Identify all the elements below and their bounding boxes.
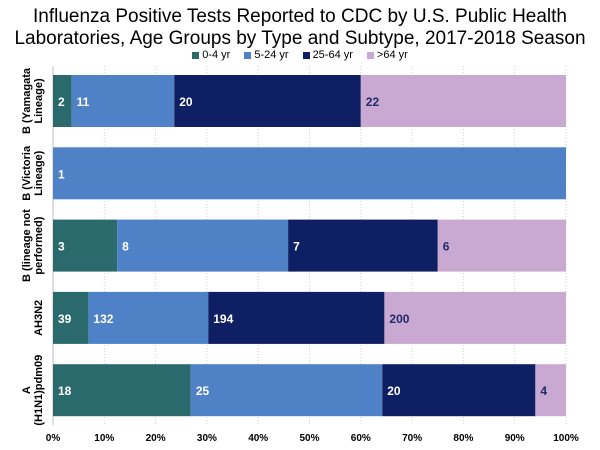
bar-segment: [117, 219, 289, 272]
y-category-label-line: B (lineage not: [21, 209, 33, 282]
legend-item: 25-64 yr: [302, 49, 353, 61]
bar-segment: [535, 364, 566, 417]
data-label: 18: [58, 384, 72, 398]
x-tick-label: 50%: [299, 433, 319, 444]
y-category-label-line: AH3N2: [33, 300, 45, 336]
bar-segment: [190, 364, 383, 417]
x-tick-label: 20%: [146, 433, 166, 444]
bar-segment: [53, 219, 118, 272]
data-label: 200: [389, 312, 409, 326]
y-category-label-line: Lineage): [33, 78, 45, 124]
y-category-label-line: B (Yamagata: [21, 67, 33, 134]
y-category-label-line: B (Victoria: [21, 145, 33, 201]
legend-item: 5-24 yr: [244, 49, 289, 61]
y-category-label-line: performed): [33, 216, 45, 274]
data-label: 22: [366, 95, 380, 109]
bar-segment: [288, 219, 438, 272]
legend-swatch: [192, 51, 200, 59]
legend-item: 0-4 yr: [192, 49, 230, 61]
data-label: 4: [540, 384, 547, 398]
x-tick-label: 70%: [402, 433, 422, 444]
legend-label: 25-64 yr: [312, 49, 353, 61]
bar-segment: [53, 291, 89, 344]
legend-label: >64 yr: [376, 49, 408, 61]
legend-swatch: [244, 51, 252, 59]
bar-segment: [53, 147, 566, 200]
data-label: 132: [93, 312, 113, 326]
x-tick-label: 10%: [94, 433, 114, 444]
chart-title-line1: Influenza Positive Tests Reported to CDC…: [32, 6, 567, 27]
y-category-label: B (VictoriaLineage): [21, 145, 45, 201]
y-category-label-line: Lineage): [33, 150, 45, 196]
data-label: 7: [293, 240, 300, 254]
x-tick-label: 0%: [46, 433, 61, 444]
data-label: 2: [58, 95, 65, 109]
y-category-label: A(H1N1)pdm09: [21, 355, 45, 426]
x-tick-label: 40%: [248, 433, 268, 444]
bar-segment: [360, 75, 566, 127]
legend: 0-4 yr 5-24 yr 25-64 yr >64 yr: [0, 49, 600, 61]
bar-segment: [384, 291, 566, 344]
data-label: 39: [58, 312, 72, 326]
x-tick-label: 30%: [197, 433, 217, 444]
bar-segment: [208, 291, 385, 344]
y-category-label-line: (H1N1)pdm09: [33, 355, 45, 426]
x-tick-label: 90%: [505, 433, 525, 444]
y-category-label: AH3N2: [33, 300, 45, 336]
y-category-label: B (lineage notperformed): [21, 209, 45, 282]
data-label: 25: [196, 384, 210, 398]
data-label: 6: [443, 240, 450, 254]
bar-segment: [174, 75, 361, 127]
data-label: 20: [387, 384, 401, 398]
chart-title-line2: Laboratories, Age Groups by Type and Sub…: [14, 28, 586, 49]
data-label: 194: [213, 312, 233, 326]
x-tick-label: 80%: [453, 433, 473, 444]
legend-swatch: [366, 51, 374, 59]
bar-segment: [71, 75, 175, 127]
bar-segment: [53, 364, 191, 417]
bar-segment: [88, 291, 209, 344]
data-label: 20: [179, 95, 193, 109]
data-label: 1: [58, 167, 65, 181]
legend-label: 0-4 yr: [202, 49, 231, 61]
y-category-label: B (YamagataLineage): [21, 67, 45, 134]
legend-swatch: [302, 51, 310, 59]
data-label: 3: [58, 240, 65, 254]
legend-label: 5-24 yr: [254, 49, 289, 61]
data-label: 8: [122, 240, 129, 254]
x-tick-label: 100%: [553, 433, 579, 444]
x-tick-label: 60%: [351, 433, 371, 444]
data-label: 11: [77, 95, 90, 109]
y-category-label-line: A: [21, 386, 33, 394]
bar-segment: [437, 219, 566, 272]
bar-segment: [382, 364, 536, 417]
bar-segment: [53, 75, 72, 127]
legend-item: >64 yr: [366, 49, 408, 61]
